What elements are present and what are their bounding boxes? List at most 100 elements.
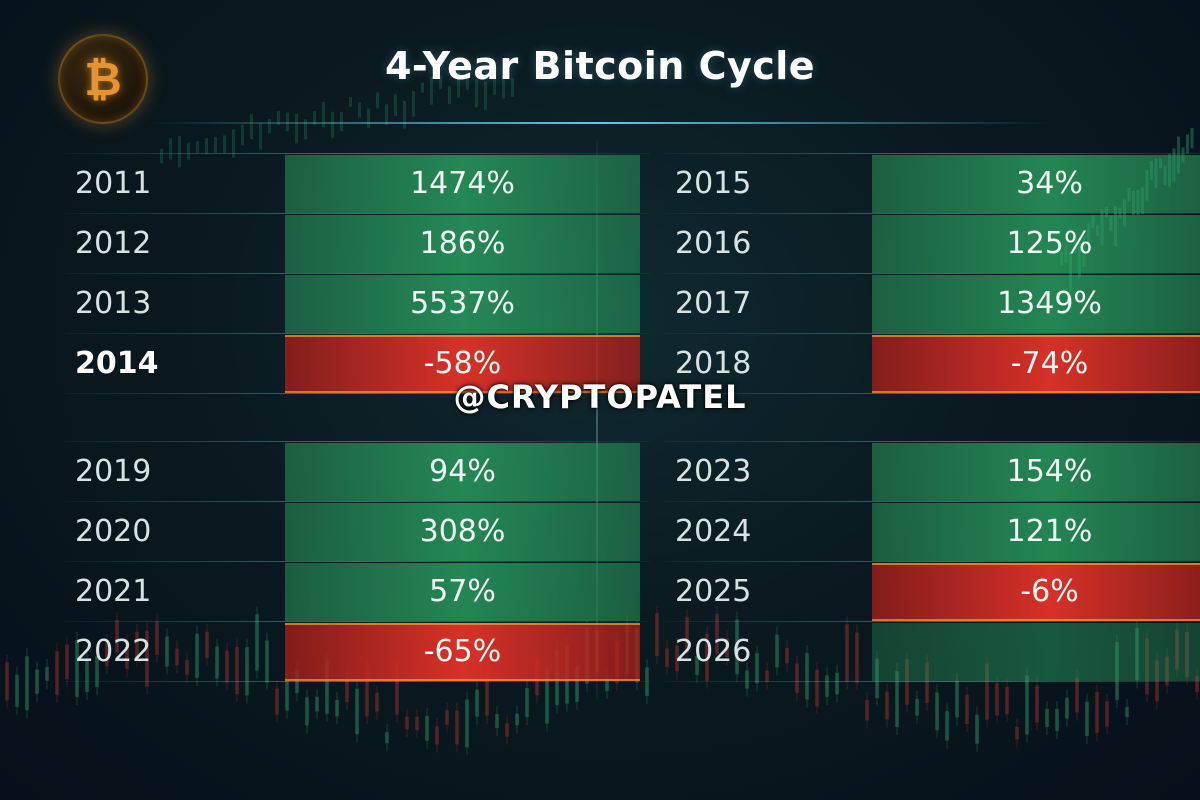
return-value: -65% bbox=[285, 623, 640, 681]
background-candle bbox=[845, 616, 849, 690]
background-candle bbox=[905, 651, 909, 713]
background-candle bbox=[430, 76, 433, 105]
background-candle bbox=[5, 654, 9, 709]
background-candle bbox=[1085, 693, 1089, 745]
year-label: 2014 bbox=[75, 346, 159, 381]
background-candle bbox=[403, 101, 406, 129]
background-candle bbox=[250, 114, 253, 139]
background-candle bbox=[685, 609, 689, 661]
background-candle bbox=[394, 94, 397, 117]
background-candle bbox=[275, 680, 279, 723]
year-label: 2019 bbox=[75, 454, 152, 489]
background-candle bbox=[286, 112, 289, 132]
background-candle bbox=[715, 605, 719, 662]
page-title: 4-Year Bitcoin Cycle bbox=[384, 44, 816, 88]
return-value: -74% bbox=[872, 335, 1200, 393]
background-candle bbox=[1145, 630, 1149, 703]
background-candle bbox=[421, 82, 424, 93]
background-candle bbox=[115, 612, 119, 661]
background-candle bbox=[855, 624, 859, 691]
background-candle bbox=[505, 715, 509, 745]
background-candle bbox=[1125, 698, 1129, 725]
return-value: 308% bbox=[285, 503, 640, 561]
background-candle bbox=[55, 643, 59, 703]
background-candle bbox=[245, 639, 249, 704]
background-candle bbox=[160, 148, 163, 164]
background-candle bbox=[178, 135, 181, 168]
background-candle bbox=[475, 681, 479, 725]
background-candle bbox=[735, 611, 739, 683]
background-candle bbox=[1045, 701, 1049, 735]
background-candle bbox=[835, 664, 839, 703]
background-candle bbox=[1175, 621, 1179, 678]
background-candle bbox=[268, 119, 271, 134]
return-value bbox=[872, 623, 1200, 681]
background-candle bbox=[1055, 701, 1059, 740]
background-candle bbox=[435, 718, 439, 753]
background-candle bbox=[945, 703, 949, 749]
table-row: 2026 bbox=[675, 623, 1200, 681]
background-candle bbox=[385, 104, 388, 125]
background-candle bbox=[187, 142, 190, 160]
row-separator bbox=[665, 273, 1200, 274]
table-row: 2011 1474% bbox=[75, 155, 640, 213]
background-candle bbox=[925, 654, 929, 712]
background-candle bbox=[259, 123, 262, 150]
background-candle bbox=[75, 631, 79, 705]
background-candle bbox=[196, 141, 199, 153]
table-row: 2025 -6% bbox=[675, 563, 1200, 621]
background-candle bbox=[895, 663, 899, 736]
watermark: @CRYPTOPATEL bbox=[453, 378, 747, 416]
background-candle bbox=[415, 708, 419, 739]
table-block-4: 2023 154% 2024 121% 2025 -6% 2026 bbox=[665, 441, 1200, 683]
return-value: -58% bbox=[285, 335, 640, 393]
background-candle bbox=[1186, 134, 1189, 154]
background-candle bbox=[375, 685, 379, 720]
background-candle bbox=[214, 136, 217, 154]
background-candle bbox=[295, 113, 298, 144]
background-candle bbox=[1165, 648, 1169, 694]
background-candle bbox=[145, 622, 149, 695]
table-row: 2023 154% bbox=[675, 443, 1200, 501]
background-candle bbox=[185, 652, 189, 683]
row-separator bbox=[65, 273, 650, 274]
bitcoin-icon: ₿ bbox=[84, 52, 122, 106]
background-candle bbox=[1005, 679, 1009, 723]
year-label: 2012 bbox=[75, 226, 152, 261]
background-candle bbox=[223, 135, 226, 154]
row-separator bbox=[665, 333, 1200, 334]
background-candle bbox=[475, 79, 478, 108]
background-candle bbox=[655, 605, 659, 665]
table-row: 2014 -58% bbox=[75, 335, 640, 393]
background-candle bbox=[105, 634, 109, 675]
background-candle bbox=[765, 662, 769, 690]
year-label: 2015 bbox=[675, 166, 752, 201]
return-value: -6% bbox=[872, 563, 1200, 621]
background-candle bbox=[965, 686, 969, 732]
table-row: 2019 94% bbox=[75, 443, 640, 501]
background-candle bbox=[1135, 620, 1139, 689]
table-row: 2013 5537% bbox=[75, 275, 640, 333]
background-candle bbox=[725, 630, 729, 666]
background-candle bbox=[125, 634, 129, 677]
table-row: 2024 121% bbox=[675, 503, 1200, 561]
background-candle bbox=[376, 92, 379, 109]
background-candle bbox=[865, 691, 869, 729]
background-candle bbox=[439, 75, 442, 90]
background-candle bbox=[165, 628, 169, 675]
background-candle bbox=[525, 680, 529, 725]
row-separator bbox=[665, 561, 1200, 562]
return-value: 5537% bbox=[285, 275, 640, 333]
background-candle bbox=[502, 74, 505, 99]
block-top-line bbox=[65, 153, 650, 154]
background-candle bbox=[1065, 689, 1069, 727]
bitcoin-logo: ₿ bbox=[58, 34, 148, 124]
block-top-line bbox=[665, 441, 1200, 442]
background-candle bbox=[265, 632, 269, 691]
return-value: 1349% bbox=[872, 275, 1200, 333]
background-candle bbox=[355, 680, 359, 743]
background-candle bbox=[412, 91, 415, 117]
title-underline bbox=[150, 122, 1050, 124]
background-candle bbox=[457, 72, 460, 98]
row-separator bbox=[65, 393, 650, 394]
